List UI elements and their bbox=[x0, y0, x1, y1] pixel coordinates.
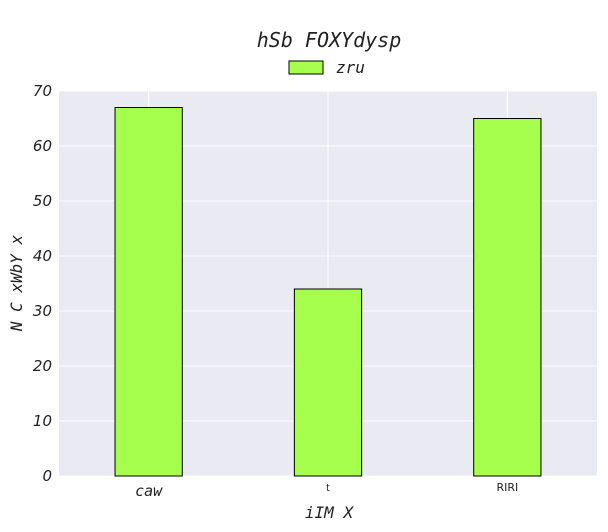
x-tick-label-1: t bbox=[326, 483, 330, 494]
legend-swatch bbox=[288, 60, 324, 75]
y-tick-label-7: 70 bbox=[33, 82, 52, 100]
y-tick-labels: 0 10 20 30 40 50 60 70 bbox=[33, 82, 52, 485]
bar-0 bbox=[114, 107, 183, 477]
x-tick-label-2: RIRI bbox=[496, 481, 518, 494]
y-axis-label: N C xWbY x bbox=[7, 234, 26, 332]
x-axis-label: iIM X bbox=[305, 503, 355, 522]
x-tick-labels: caw t RIRI bbox=[135, 481, 518, 500]
bars bbox=[114, 107, 542, 477]
legend: zru bbox=[288, 58, 365, 77]
y-tick-label-0: 0 bbox=[42, 467, 52, 485]
y-tick-label-3: 30 bbox=[33, 302, 52, 320]
y-tick-label-4: 40 bbox=[33, 247, 52, 265]
bar-1 bbox=[293, 288, 363, 477]
y-tick-label-1: 10 bbox=[33, 412, 52, 430]
legend-label: zru bbox=[336, 58, 365, 77]
x-tick-label-0: caw bbox=[135, 482, 163, 500]
chart-title: hSb FOXYdysp bbox=[257, 28, 402, 52]
y-tick-label-5: 50 bbox=[33, 192, 52, 210]
bar-2 bbox=[473, 118, 542, 477]
y-tick-label-6: 60 bbox=[33, 137, 52, 155]
y-tick-label-2: 20 bbox=[33, 357, 52, 375]
